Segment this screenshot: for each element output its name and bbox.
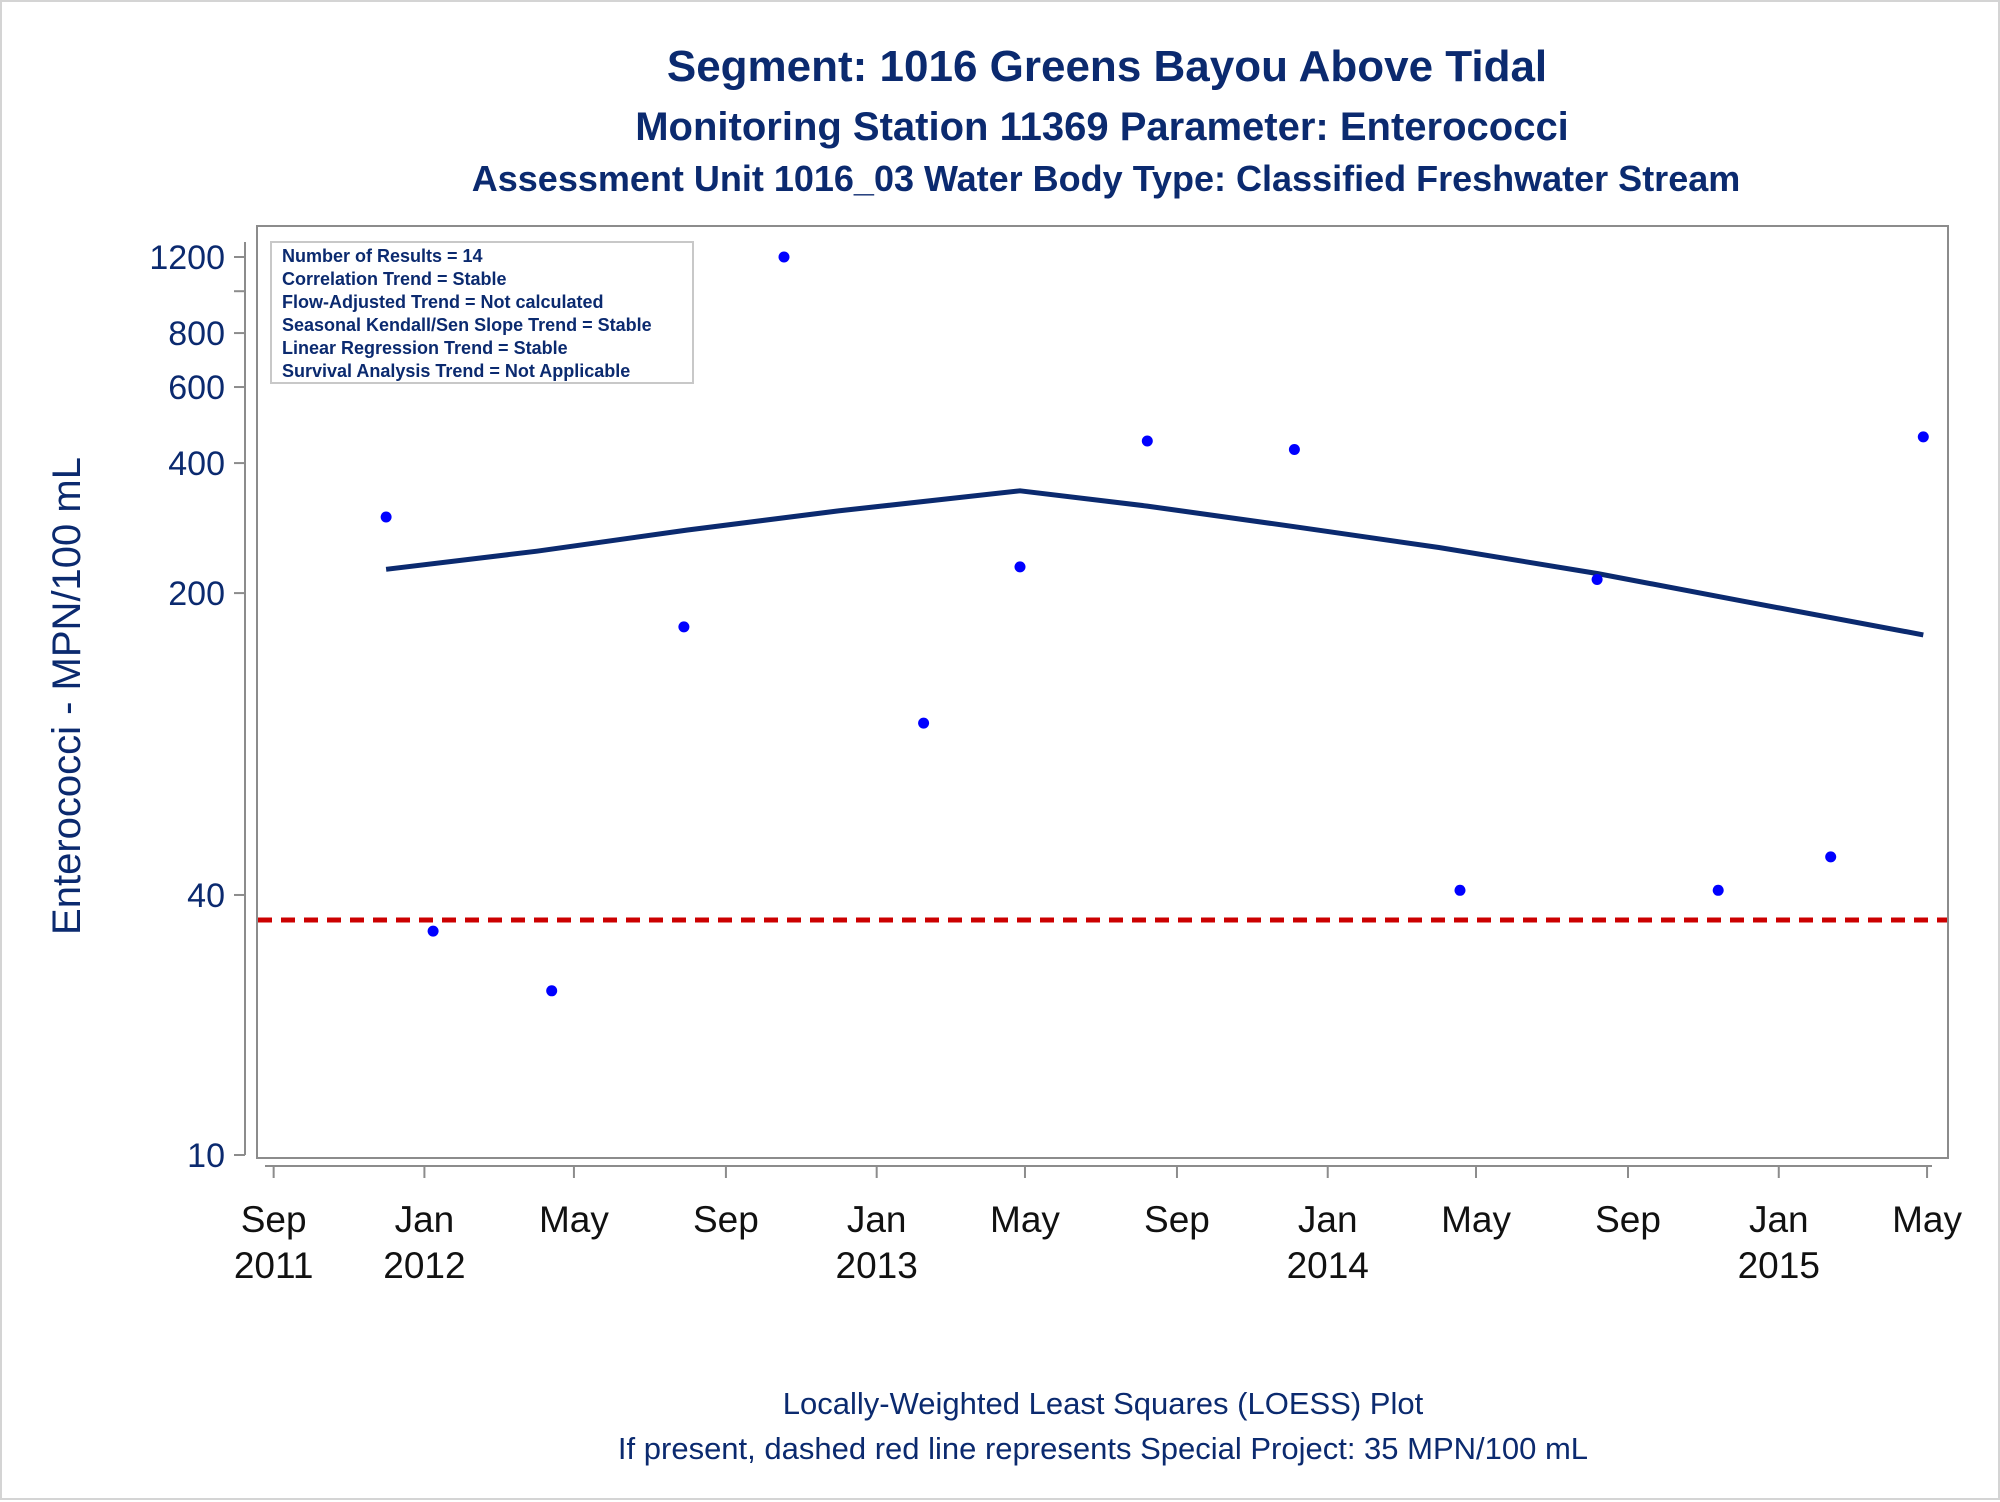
stats-line-seasonal-kendall: Seasonal Kendall/Sen Slope Trend = Stabl… [282,315,652,335]
x-tick-year-label: 2012 [383,1245,465,1286]
x-tick-month-label: May [990,1199,1060,1240]
x-tick-month-label: Jan [1298,1199,1358,1240]
data-point [1712,884,1724,896]
data-points [380,251,1929,997]
x-tick-year-label: 2015 [1738,1245,1820,1286]
y-tick-label: 40 [187,877,225,915]
data-point [1141,435,1153,447]
x-tick-year-label: 2011 [234,1245,314,1286]
y-axis-ticks: 10 40 200 400 600 800 1200 [149,239,245,1175]
chart-subtitle-station: Monitoring Station 11369 Parameter: Ente… [635,105,1569,149]
y-tick-label: 600 [168,369,225,407]
x-tick-month-label: Sep [1595,1199,1661,1240]
x-tick-year-label: 2014 [1287,1245,1369,1286]
x-tick-month-label: Sep [1144,1199,1210,1240]
x-tick-month-label: Jan [1749,1199,1809,1240]
y-tick-label: 400 [168,445,225,483]
footnote-reference: If present, dashed red line represents S… [618,1431,1588,1466]
stats-line-flow-adjusted: Flow-Adjusted Trend = Not calculated [282,292,604,312]
x-tick-month-label: Sep [693,1199,759,1240]
stats-line-survival: Survival Analysis Trend = Not Applicable [282,361,630,381]
data-point [1591,574,1603,585]
data-point [1014,561,1026,573]
data-point [678,621,690,633]
data-point [546,985,558,997]
y-tick-label: 800 [168,315,225,353]
x-axis-ticks: Sep 2011 Jan 2012 May Sep Jan 2013 May Sep Jan 2014… [234,1166,1963,1286]
y-tick-label: 1200 [149,239,225,277]
footnote-loess: Locally-Weighted Least Squares (LOESS) P… [783,1386,1424,1421]
plot-area [256,225,1949,1159]
x-tick-year-label: 2013 [836,1245,918,1286]
stats-box: Number of Results = 14 Correlation Trend… [270,241,694,384]
stats-line-correlation: Correlation Trend = Stable [282,269,507,289]
stats-line-results: Number of Results = 14 [282,246,483,266]
stats-box-frame [270,241,694,384]
y-tick-label: 200 [168,575,225,613]
loess-curve [385,488,1924,638]
x-tick-month-label: Jan [847,1199,907,1240]
y-axis-label: Enterococci - MPN/100 mL [45,457,89,935]
x-tick-month-label: May [1892,1199,1962,1240]
x-tick-month-label: Sep [241,1199,307,1240]
data-point [918,717,930,729]
chart-subtitle-assessment: Assessment Unit 1016_03 Water Body Type:… [472,158,1741,199]
data-point [778,251,790,263]
x-tick-month-label: May [539,1199,609,1240]
data-point [1454,884,1466,896]
y-tick-label: 10 [187,1137,225,1175]
data-point [1917,431,1929,443]
chart-title: Segment: 1016 Greens Bayou Above Tidal [667,42,1547,91]
data-point [380,511,392,523]
loess-curve-group [385,488,1924,638]
stats-line-linear-regression: Linear Regression Trend = Stable [282,338,568,358]
data-point [1288,444,1300,455]
x-tick-month-label: May [1441,1199,1511,1240]
x-tick-month-label: Jan [395,1199,455,1240]
data-point [427,925,439,937]
data-point [1825,851,1837,863]
